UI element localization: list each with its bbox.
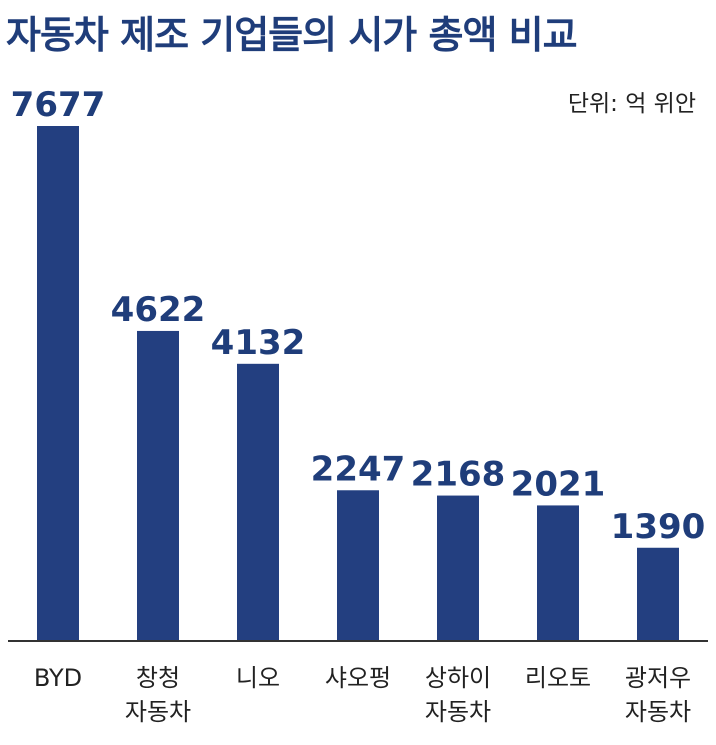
bar-value-label: 2021 <box>511 464 606 504</box>
bar-value-label: 4622 <box>111 290 206 330</box>
bar <box>637 547 679 641</box>
bar-value-label: 2168 <box>411 455 506 495</box>
category-label: 샤오펑 <box>325 664 391 692</box>
category-label: 자동차 <box>425 698 491 726</box>
bar <box>37 126 79 641</box>
category-label: 창청 <box>136 664 180 692</box>
unit-label: 단위: 억 위안 <box>567 91 696 117</box>
category-label: 니오 <box>236 664 280 692</box>
bar-value-label: 2247 <box>311 449 406 489</box>
bar <box>237 363 279 641</box>
category-label: 광저우 <box>625 664 691 692</box>
bar-value-label: 4132 <box>211 323 306 363</box>
bar-value-label: 7677 <box>11 85 106 125</box>
category-label: 상하이 <box>425 664 491 692</box>
bars-layer <box>37 126 679 641</box>
bar <box>537 505 579 641</box>
bar <box>337 490 379 641</box>
category-label: 자동차 <box>125 698 191 726</box>
category-label: BYD <box>34 664 82 692</box>
bar-value-label: 1390 <box>611 507 706 547</box>
bar <box>137 330 179 641</box>
chart-title: 자동차 제조 기업들의 시가 총액 비교 <box>6 13 578 57</box>
category-label: 리오토 <box>525 664 591 692</box>
bar <box>437 495 479 641</box>
category-label: 자동차 <box>625 698 691 726</box>
